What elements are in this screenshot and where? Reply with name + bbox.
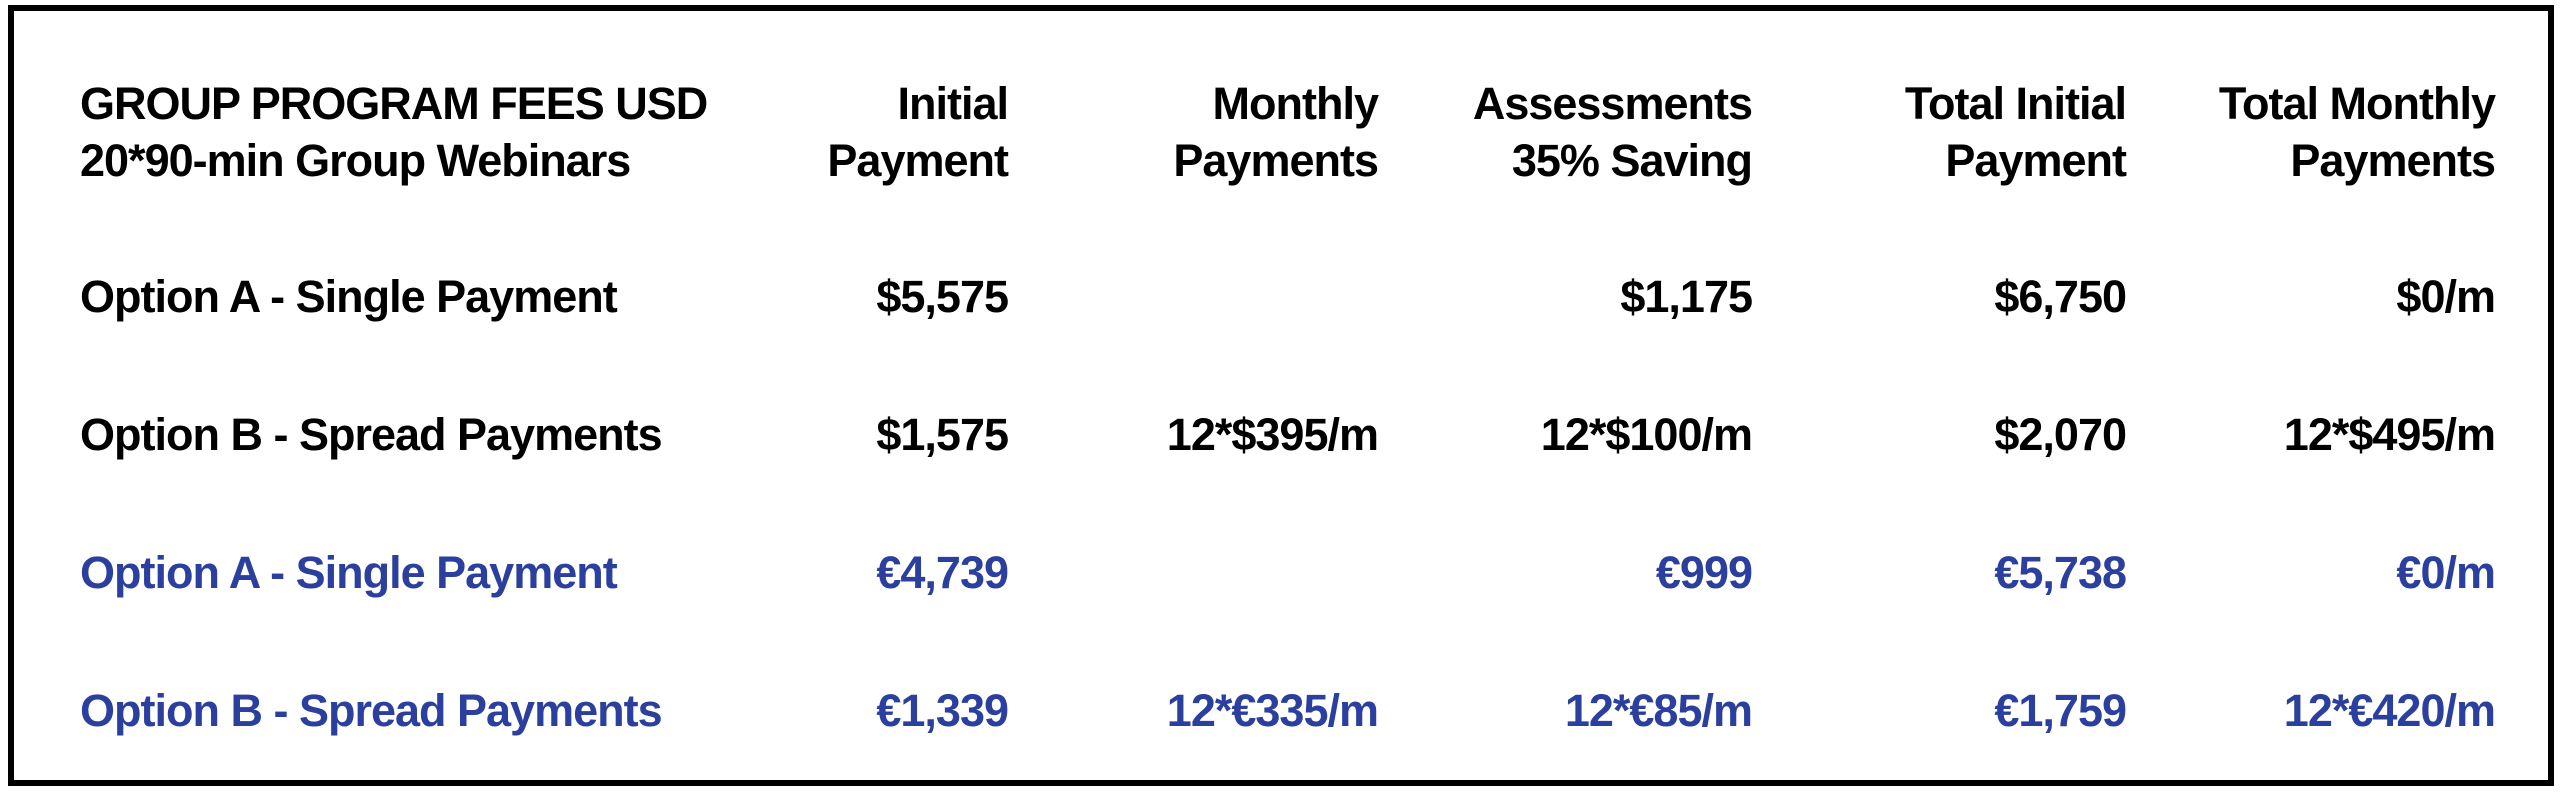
column-header-monthly-payments: Monthly Payments [1008,11,1379,228]
cell-total-monthly-payments: 12*€420/m [2283,684,2496,736]
column-header-line: Assessments [1472,78,1753,130]
cell-total-monthly-payments: 12*$495/m [2283,408,2496,460]
cell-total-initial-payment: €5,738 [1994,546,2127,598]
column-header-line: Payment [1945,135,2127,187]
column-header-line: Total Initial [1904,78,2127,130]
column-header-initial-payment: Initial Payment [654,11,1009,228]
cell-assessments: 12*€85/m [1564,684,1753,736]
row-eur-option-b: Option B - Spread Payments €1,339 12*€33… [14,642,2496,780]
cell-initial-payment: $5,575 [876,270,1009,322]
cell-assessments: $1,175 [1620,270,1753,322]
column-header-line: Payments [2290,135,2496,187]
column-header-assessments: Assessments 35% Saving [1378,11,1753,228]
header-row: GROUP PROGRAM FEES USD 20*90-min Group W… [14,11,2496,228]
column-header-total-initial: Total Initial Payment [1752,11,2127,228]
cell-total-monthly-payments: €0/m [2396,546,2496,598]
cell-total-initial-payment: $6,750 [1994,270,2127,322]
cell-assessments: 12*$100/m [1540,408,1753,460]
cell-initial-payment: $1,575 [876,408,1009,460]
cell-monthly-payments: 12*€335/m [1166,684,1379,736]
row-label: Option A - Single Payment [80,546,618,598]
column-header-line: 35% Saving [1511,135,1753,187]
table-title-line1: GROUP PROGRAM FEES USD [80,78,708,130]
row-label: Option A - Single Payment [80,270,618,322]
column-header-line: Monthly [1212,78,1379,130]
column-header-line: Total Monthly [2218,78,2496,130]
cell-initial-payment: €4,739 [876,546,1009,598]
cell-total-initial-payment: $2,070 [1994,408,2127,460]
cell-monthly-payments [1008,228,1378,366]
cell-total-monthly-payments: $0/m [2396,270,2496,322]
column-header-line: Payments [1173,135,1379,187]
row-label: Option B - Spread Payments [80,408,663,460]
table-title: GROUP PROGRAM FEES USD 20*90-min Group W… [14,11,708,228]
cell-total-initial-payment: €1,759 [1994,684,2127,736]
cell-monthly-payments [1008,504,1378,642]
cell-initial-payment: €1,339 [876,684,1009,736]
row-eur-option-a: Option A - Single Payment €4,739 €999 €5… [14,504,2496,642]
table-title-line2: 20*90-min Group Webinars [80,135,631,187]
cell-assessments: €999 [1655,546,1753,598]
column-header-total-monthly: Total Monthly Payments [2126,11,2496,228]
row-usd-option-a: Option A - Single Payment $5,575 $1,175 … [14,228,2496,366]
row-usd-option-b: Option B - Spread Payments $1,575 12*$39… [14,366,2496,504]
cell-monthly-payments: 12*$395/m [1166,408,1379,460]
row-label: Option B - Spread Payments [80,684,663,736]
column-header-line: Payment [827,135,1009,187]
pricing-table-frame: GROUP PROGRAM FEES USD 20*90-min Group W… [8,5,2554,786]
column-header-line: Initial [897,78,1009,130]
pricing-table: GROUP PROGRAM FEES USD 20*90-min Group W… [14,11,2496,780]
